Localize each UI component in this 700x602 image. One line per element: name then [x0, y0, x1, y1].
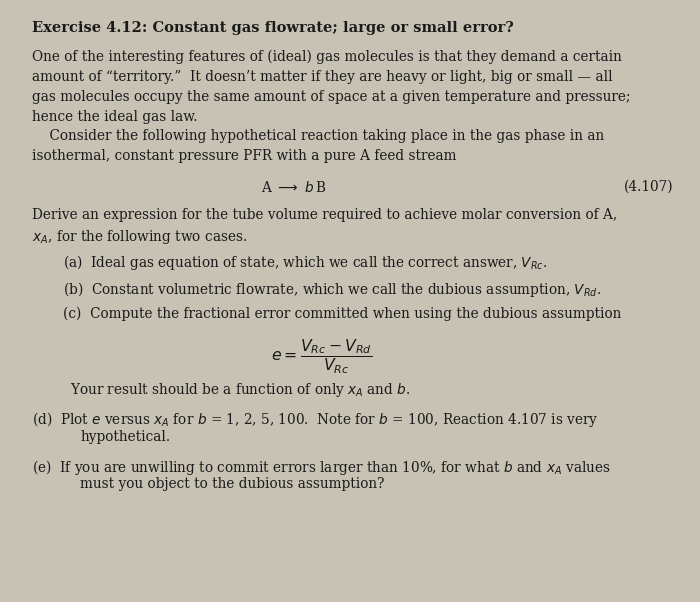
- Text: $x_A$, for the following two cases.: $x_A$, for the following two cases.: [32, 228, 246, 246]
- Text: (a)  Ideal gas equation of state, which we call the correct answer, $V_{Rc}$.: (a) Ideal gas equation of state, which w…: [63, 253, 547, 273]
- Text: One of the interesting features of (ideal) gas molecules is that they demand a c: One of the interesting features of (idea…: [32, 50, 622, 64]
- Text: hence the ideal gas law.: hence the ideal gas law.: [32, 110, 197, 123]
- Text: must you object to the dubious assumption?: must you object to the dubious assumptio…: [80, 477, 385, 491]
- Text: A $\longrightarrow$ $b\,$B: A $\longrightarrow$ $b\,$B: [261, 180, 327, 195]
- Text: $e = \dfrac{V_{Rc} - V_{Rd}}{V_{Rc}}$: $e = \dfrac{V_{Rc} - V_{Rd}}{V_{Rc}}$: [272, 338, 372, 376]
- Text: Exercise 4.12: Constant gas flowrate; large or small error?: Exercise 4.12: Constant gas flowrate; la…: [32, 21, 513, 35]
- Text: Your result should be a function of only $x_A$ and $b$.: Your result should be a function of only…: [70, 381, 410, 399]
- Text: (c)  Compute the fractional error committed when using the dubious assumption: (c) Compute the fractional error committ…: [63, 306, 622, 321]
- Text: (4.107): (4.107): [624, 180, 673, 194]
- Text: amount of “territory.”  It doesn’t matter if they are heavy or light, big or sma: amount of “territory.” It doesn’t matter…: [32, 70, 612, 84]
- Text: (b)  Constant volumetric flowrate, which we call the dubious assumption, $V_{Rd}: (b) Constant volumetric flowrate, which …: [63, 280, 601, 299]
- Text: gas molecules occupy the same amount of space at a given temperature and pressur: gas molecules occupy the same amount of …: [32, 90, 630, 104]
- Text: (d)  Plot $e$ versus $x_A$ for $b$ = 1, 2, 5, 100.  Note for $b$ = 100, Reaction: (d) Plot $e$ versus $x_A$ for $b$ = 1, 2…: [32, 410, 598, 429]
- Text: (e)  If you are unwilling to commit errors larger than 10%, for what $b$ and $x_: (e) If you are unwilling to commit error…: [32, 458, 610, 477]
- Text: Consider the following hypothetical reaction taking place in the gas phase in an: Consider the following hypothetical reac…: [32, 129, 603, 143]
- Text: Derive an expression for the tube volume required to achieve molar conversion of: Derive an expression for the tube volume…: [32, 208, 617, 222]
- Text: isothermal, constant pressure PFR with a pure A feed stream: isothermal, constant pressure PFR with a…: [32, 149, 456, 163]
- Text: hypothetical.: hypothetical.: [80, 430, 171, 444]
